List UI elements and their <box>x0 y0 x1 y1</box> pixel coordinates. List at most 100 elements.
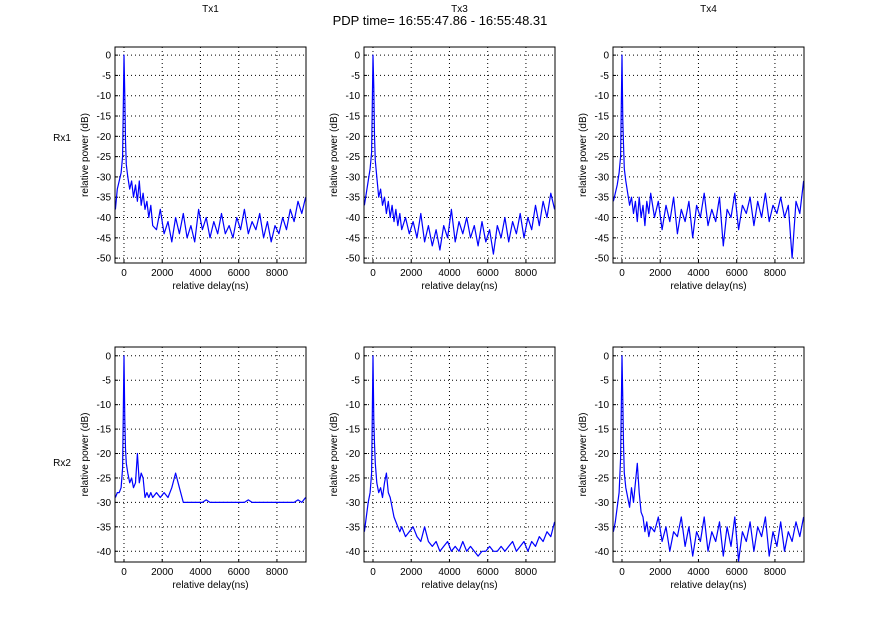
subplot-title: Tx1 <box>202 4 219 15</box>
y-tick-label: -30 <box>346 172 361 183</box>
row-label-rx2: Rx2 <box>53 458 71 469</box>
y-tick-label: -15 <box>346 425 361 436</box>
figure-title: PDP time= 16:55:47.86 - 16:55:48.31 <box>333 13 548 28</box>
x-tick-label: 0 <box>121 567 127 578</box>
x-tick-label: 4000 <box>189 567 212 578</box>
subplot-rx1-2: 0 2000 4000 6000 8000 0 -5 -10 -15 -20 -25 -30 -35 -4… <box>578 4 805 292</box>
x-tick-label: 6000 <box>477 567 500 578</box>
x-axis-label: relative delay(ns) <box>421 580 497 591</box>
x-tick-label: 2000 <box>649 268 672 279</box>
y-tick-label: -10 <box>97 400 112 411</box>
subplot-title: Tx3 <box>451 4 468 15</box>
x-tick-label: 6000 <box>477 268 500 279</box>
subplot-rx2-2: 0 2000 4000 6000 8000 0 -5 -10 -15 -20 -25 -30 -35 -4… <box>578 346 805 591</box>
y-tick-label: -25 <box>97 152 112 163</box>
y-axis-label: relative power (dB) <box>80 113 91 197</box>
x-axis-label: relative delay(ns) <box>670 281 746 292</box>
y-tick-label: -40 <box>97 547 112 558</box>
y-axis-label: relative power (dB) <box>329 113 340 197</box>
y-tick-label: -5 <box>351 71 360 82</box>
y-tick-label: -25 <box>346 473 361 484</box>
y-tick-label: -40 <box>595 213 610 224</box>
y-tick-label: -25 <box>97 473 112 484</box>
axes-box <box>114 346 307 563</box>
y-tick-label: -10 <box>595 91 610 102</box>
y-tick-label: 0 <box>354 351 360 362</box>
axes-box <box>612 46 805 264</box>
y-tick-label: -20 <box>346 449 361 460</box>
y-tick-label: -45 <box>97 233 112 244</box>
pdp-series-line <box>114 54 307 243</box>
y-tick-label: -30 <box>97 172 112 183</box>
pdp-series-line <box>612 355 805 562</box>
y-tick-label: -5 <box>102 71 111 82</box>
y-tick-label: -50 <box>346 254 361 265</box>
y-axis-label: relative power (dB) <box>578 113 589 197</box>
y-tick-label: -35 <box>97 522 112 533</box>
pdp-series-line <box>363 54 556 255</box>
x-tick-label: 4000 <box>189 268 212 279</box>
subplot-rx2-0: 0 2000 4000 6000 8000 0 -5 -10 -15 -20 -25 -30 -35 -4… <box>80 346 307 591</box>
y-tick-label: -15 <box>97 112 112 123</box>
x-tick-label: 2000 <box>151 268 174 279</box>
y-tick-label: -35 <box>97 193 112 204</box>
y-tick-label: -25 <box>346 152 361 163</box>
y-tick-label: -50 <box>595 254 610 265</box>
x-tick-label: 6000 <box>726 268 749 279</box>
y-tick-label: -5 <box>600 71 609 82</box>
x-axis-label: relative delay(ns) <box>670 580 746 591</box>
y-tick-label: 0 <box>354 51 360 62</box>
axes-box <box>612 346 805 563</box>
y-tick-label: -20 <box>595 132 610 143</box>
x-tick-label: 2000 <box>649 567 672 578</box>
subplot-rx1-0: 0 2000 4000 6000 8000 0 -5 -10 -15 -20 -25 -30 -35 -4… <box>80 4 307 292</box>
y-tick-label: 0 <box>603 51 609 62</box>
subplot-rx2-1: 0 2000 4000 6000 8000 0 -5 -10 -15 -20 -25 -30 -35 -4… <box>329 346 556 591</box>
y-tick-label: -10 <box>97 91 112 102</box>
x-tick-label: 8000 <box>266 567 289 578</box>
x-tick-label: 8000 <box>764 567 787 578</box>
x-tick-label: 8000 <box>515 268 538 279</box>
y-tick-label: -35 <box>346 193 361 204</box>
y-axis-label: relative power (dB) <box>329 413 340 497</box>
y-tick-label: -5 <box>102 376 111 387</box>
y-tick-label: -15 <box>346 112 361 123</box>
x-tick-label: 0 <box>121 268 127 279</box>
y-tick-label: -20 <box>97 132 112 143</box>
x-axis-label: relative delay(ns) <box>421 281 497 292</box>
y-tick-label: -5 <box>600 376 609 387</box>
subplot-rx1-1: 0 2000 4000 6000 8000 0 -5 -10 -15 -20 -25 -30 -35 -4… <box>329 4 556 292</box>
y-tick-label: -50 <box>97 254 112 265</box>
x-tick-label: 4000 <box>438 268 461 279</box>
y-tick-label: 0 <box>603 351 609 362</box>
y-tick-label: -40 <box>346 213 361 224</box>
y-tick-label: -15 <box>595 112 610 123</box>
y-tick-label: -20 <box>97 449 112 460</box>
y-tick-label: -40 <box>346 547 361 558</box>
y-tick-label: -5 <box>351 376 360 387</box>
subplot-title: Tx4 <box>700 4 717 15</box>
pdp-series-line <box>363 355 556 557</box>
y-tick-label: -15 <box>97 425 112 436</box>
y-tick-label: -25 <box>595 473 610 484</box>
x-tick-label: 2000 <box>151 567 174 578</box>
axes-box <box>363 46 556 264</box>
x-tick-label: 4000 <box>687 268 710 279</box>
y-tick-label: 0 <box>105 351 111 362</box>
y-tick-label: -25 <box>595 152 610 163</box>
y-axis-label: relative power (dB) <box>80 413 91 497</box>
y-tick-label: -45 <box>595 233 610 244</box>
x-tick-label: 2000 <box>400 268 423 279</box>
y-tick-label: -40 <box>97 213 112 224</box>
y-tick-label: -20 <box>595 449 610 460</box>
x-tick-label: 6000 <box>228 567 251 578</box>
axes-box <box>114 46 307 264</box>
y-tick-label: -30 <box>346 498 361 509</box>
y-tick-label: -30 <box>595 172 610 183</box>
pdp-series-line <box>612 54 805 259</box>
x-tick-label: 0 <box>619 268 625 279</box>
x-axis-label: relative delay(ns) <box>172 281 248 292</box>
y-tick-label: -15 <box>595 425 610 436</box>
